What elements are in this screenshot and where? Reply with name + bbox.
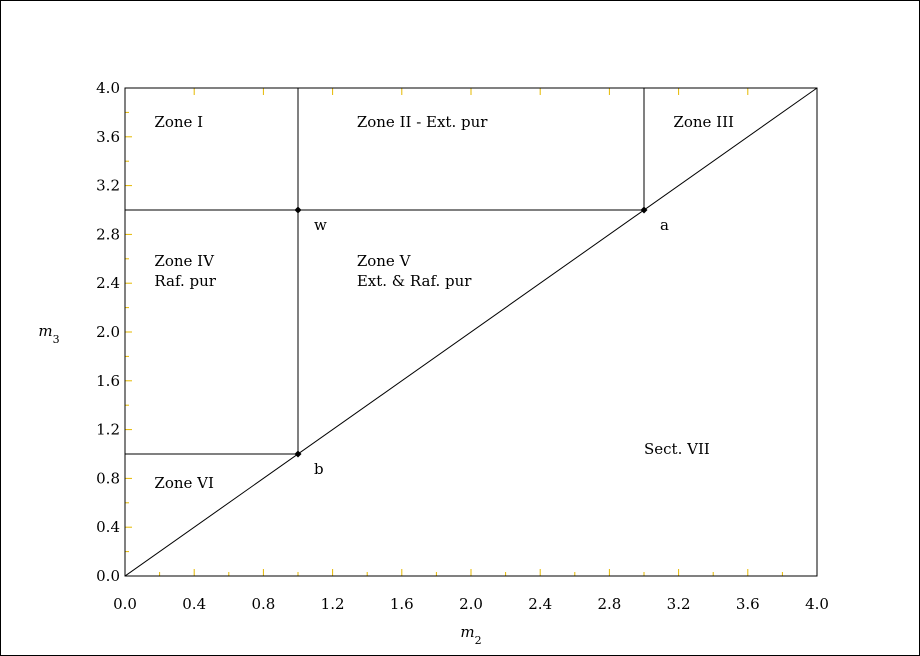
x-tick-label: 3.2 [667,595,691,613]
y-tick-label: 2.4 [96,274,120,292]
y-tick-label: 1.2 [96,421,120,439]
point-label-b: b [314,460,324,478]
x-tick-label: 2.0 [459,595,483,613]
y-tick-label: 2.8 [96,225,120,243]
y-tick-label: 1.6 [96,372,120,390]
x-tick-label: 3.6 [736,595,760,613]
x-tick-label: 0.4 [182,595,206,613]
y-tick-label: 0.4 [96,518,120,536]
zone-label: Zone I [154,113,203,131]
x-tick-label: 1.6 [390,595,414,613]
point-b [294,450,302,458]
y-axis-title: m3 [38,322,59,346]
y-tick-label: 3.2 [96,177,120,195]
x-tick-label: 4.0 [805,595,829,613]
line-diagonal [124,87,818,577]
plot-area [124,87,818,577]
point-label-w: w [314,216,327,234]
zone-label: Zone III [673,113,734,131]
zone-label: Zone VI [154,474,214,492]
y-tick-label: 2.0 [96,323,120,341]
x-tick-label: 1.2 [321,595,345,613]
zone-label: Zone V Ext. & Raf. pur [357,252,472,290]
major-ticks [124,87,818,577]
x-tick-labels: 0.0 0.4 0.8 1.2 1.6 2.0 2.4 2.8 3.2 3.6 4.0 [113,595,829,613]
zone-label: Zone IV Raf. pur [154,252,216,290]
y-tick-label: 0.0 [96,567,120,585]
x-tick-label: 0.0 [113,595,137,613]
y-tick-label: 3.6 [96,128,120,146]
x-tick-label: 2.8 [597,595,621,613]
point-a [640,206,648,214]
marked-points: w a b [294,206,669,478]
boundary-lines [124,87,818,577]
zone-labels: Zone I Zone II - Ext. pur Zone III Zone IV R… [154,113,734,492]
y-tick-label: 0.8 [96,469,120,487]
x-tick-label: 0.8 [251,595,275,613]
point-label-a: a [660,216,669,234]
point-w [294,206,302,214]
y-tick-label: 4.0 [96,79,120,97]
zone-label: Zone II - Ext. pur [357,113,488,131]
zone-label: Sect. VII [644,440,710,458]
y-tick-labels: 0.0 0.4 0.8 1.2 1.6 2.0 2.4 2.8 3.2 3.6 4.0 [96,79,120,585]
x-tick-label: 2.4 [528,595,552,613]
x-axis-title: m2 [460,623,481,647]
